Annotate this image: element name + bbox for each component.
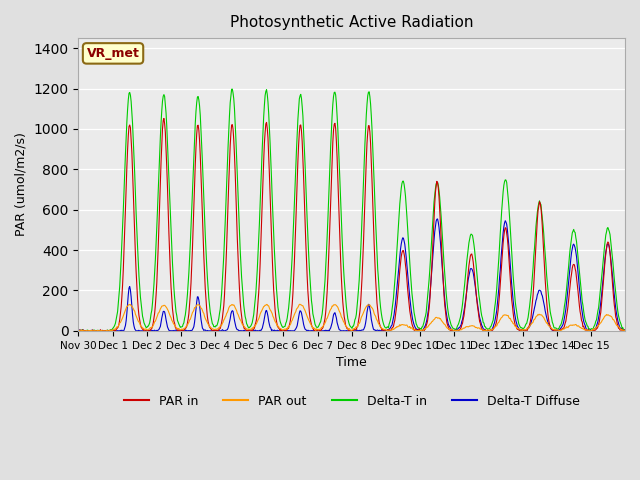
Legend: PAR in, PAR out, Delta-T in, Delta-T Diffuse: PAR in, PAR out, Delta-T in, Delta-T Dif… <box>119 390 584 413</box>
Y-axis label: PAR (umol/m2/s): PAR (umol/m2/s) <box>15 132 28 237</box>
Title: Photosynthetic Active Radiation: Photosynthetic Active Radiation <box>230 15 474 30</box>
Text: VR_met: VR_met <box>86 47 140 60</box>
X-axis label: Time: Time <box>337 356 367 369</box>
